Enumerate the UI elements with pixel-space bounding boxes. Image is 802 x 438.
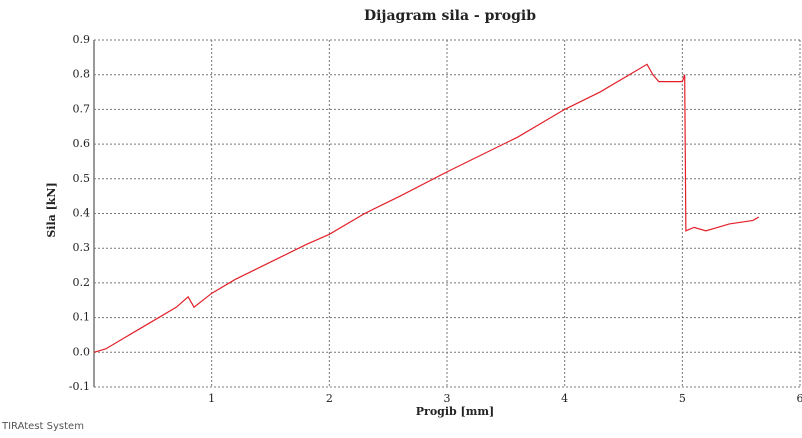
chart-title: Dijagram sila - progib	[364, 8, 536, 24]
y-tick-label: -0.1	[69, 380, 90, 393]
y-tick-label: 0.2	[73, 276, 91, 289]
y-tick-label: 0.7	[73, 102, 91, 115]
y-tick-label: 0.4	[73, 207, 91, 220]
y-tick-label: 0.6	[73, 137, 91, 150]
x-tick-label: 5	[679, 392, 686, 405]
y-axis-label: Sila [kN]	[45, 182, 58, 237]
y-tick-label: 0.0	[73, 345, 91, 358]
x-tick-label: 1	[208, 392, 215, 405]
footer: TIRAtest System	[1, 421, 84, 432]
y-tick-label: 0.1	[73, 311, 91, 324]
x-tick-label: 3	[444, 392, 451, 405]
y-tick-label: 0.3	[73, 241, 91, 254]
y-tick-label: 0.5	[73, 172, 91, 185]
x-axis-label: Progib [mm]	[416, 405, 494, 418]
y-tick-label: 0.8	[73, 68, 91, 81]
x-tick-label: 2	[326, 392, 333, 405]
data-line	[93, 63, 760, 353]
x-tick-label: 6	[797, 392, 802, 405]
y-tick-label: 0.9	[73, 33, 91, 46]
x-tick-label: 4	[561, 392, 568, 405]
